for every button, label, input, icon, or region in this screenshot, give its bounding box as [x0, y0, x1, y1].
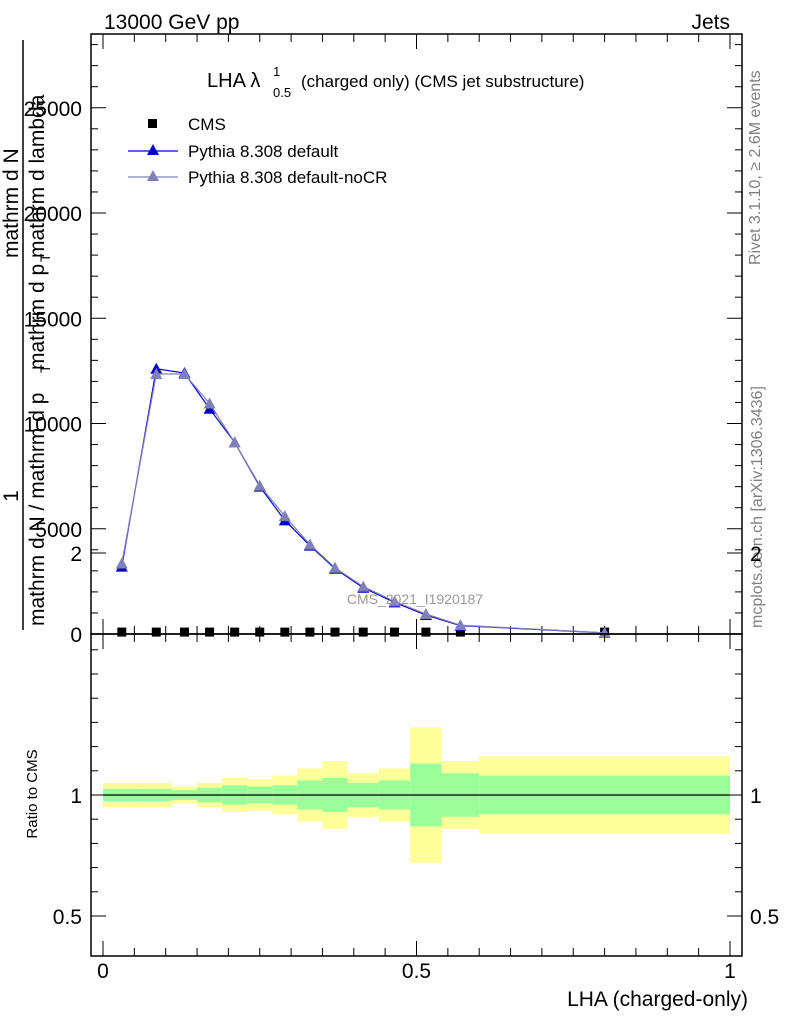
- ylabel-one: 1: [0, 490, 23, 502]
- cms-data-point: [280, 627, 290, 637]
- nocr-data-point: [228, 436, 241, 448]
- chart-title: LHA λ 1 0.5 (charged only) (CMS jet subs…: [207, 64, 584, 100]
- ylabel-numerator: mathrm d N: [0, 148, 23, 258]
- ratio-y-tick-label: 0.5: [53, 906, 82, 929]
- title-main: LHA λ: [207, 70, 260, 92]
- main-y-tick-label: 0: [70, 624, 82, 647]
- main-y-tick-label: 25000: [24, 98, 82, 121]
- cms-data-point: [421, 627, 431, 637]
- legend-nocr-marker: [147, 170, 159, 181]
- cms-data-point: [305, 627, 315, 637]
- nocr-data-point: [454, 619, 467, 631]
- watermark: CMS_2021_I1920187: [347, 591, 483, 607]
- main-y-ticks: 0 5000 10000 15000 20000 25000: [24, 34, 742, 647]
- main-y-tick-label: 15000: [24, 308, 82, 331]
- cms-data-point: [255, 627, 265, 637]
- nocr-data-point: [150, 368, 163, 380]
- nocr-data-point: [253, 479, 266, 491]
- ylabel-dp: mathrm d p: [26, 264, 49, 370]
- header-jets: Jets: [691, 11, 730, 34]
- main-series: [115, 362, 611, 638]
- nocr-data-point: [115, 557, 128, 569]
- cms-data-point: [358, 627, 368, 637]
- ratio-bands: [103, 727, 730, 863]
- main-y-tick-label: 10000: [24, 414, 82, 437]
- nocr-data-point: [278, 510, 291, 522]
- mcplots-label: mcplots.cern.ch [arXiv:1306.3436]: [749, 386, 766, 628]
- nocr-data-point: [598, 626, 611, 638]
- title-rest: (charged only) (CMS jet substructure): [301, 72, 584, 91]
- cms-data-point: [390, 627, 400, 637]
- legend-default-marker: [147, 144, 159, 155]
- ratio-ticks: 0.5 0.5 1 1 2 2 0 0.5 1: [53, 543, 779, 983]
- nocr-data-point: [419, 608, 432, 620]
- ylabel-denominator-sub: T: [37, 364, 53, 373]
- cms-data-point: [330, 627, 340, 637]
- x-tick-label: 1: [724, 960, 736, 983]
- nocr-data-point: [328, 561, 341, 573]
- cms-data-point: [117, 627, 127, 637]
- cms-data-point: [180, 627, 190, 637]
- ratio-y-tick-label: 2: [70, 543, 82, 566]
- ratio-y-tick-label-right: 2: [750, 543, 762, 566]
- legend-default-label: Pythia 8.308 default: [188, 142, 339, 161]
- cms-data-point: [455, 627, 465, 637]
- nocr-data-point: [303, 538, 316, 550]
- ratio-y-tick-label: 1: [70, 785, 82, 808]
- header-energy: 13000 GeV pp: [104, 11, 239, 34]
- ratio-y-tick-label-right: 0.5: [750, 906, 779, 929]
- nocr-data-point: [357, 580, 370, 592]
- x-tick-label: 0.5: [402, 960, 431, 983]
- nocr-data-point: [178, 368, 191, 380]
- cms-data-point: [205, 627, 215, 637]
- main-y-tick-label: 20000: [24, 203, 82, 226]
- ylabel-dlambda: mathrm d lambda: [26, 94, 49, 258]
- legend: CMS Pythia 8.308 default Pythia 8.308 de…: [128, 115, 387, 187]
- ylabel-denominator: mathrm d N / mathrm d p: [26, 393, 49, 626]
- legend-cms-marker: [148, 119, 157, 128]
- ylabel-dp-sub: T: [37, 253, 53, 262]
- ratio-y-tick-label-right: 1: [750, 785, 762, 808]
- ratio-frame: [90, 633, 743, 957]
- main-ylabel: 1 mathrm d N / mathrm d p T mathrm d N m…: [0, 40, 53, 630]
- ratio-ylabel: Ratio to CMS: [24, 749, 41, 838]
- x-axis-label: LHA (charged-only): [567, 988, 748, 1011]
- x-tick-label: 0: [97, 960, 109, 983]
- main-y-tick-label: 5000: [35, 519, 82, 542]
- ratio-panel: 0.5 0.5 1 1 2 2 0 0.5 1 Ratio to CMS LHA (charge…: [24, 543, 779, 1011]
- title-sub: 0.5: [273, 85, 291, 100]
- title-sup: 1: [273, 64, 280, 79]
- rivet-label: Rivet 3.1.10, ≥ 2.6M events: [747, 70, 764, 265]
- main-panel: 0 5000 10000 15000 20000 25000 CMS_2021_I1920…: [0, 33, 743, 647]
- cms-data-point: [230, 627, 240, 637]
- nocr-data-point: [203, 397, 216, 409]
- cms-data-point: [151, 627, 161, 637]
- nocr-data-point: [388, 595, 401, 607]
- legend-cms-label: CMS: [188, 115, 226, 134]
- legend-nocr-label: Pythia 8.308 default-noCR: [188, 168, 387, 187]
